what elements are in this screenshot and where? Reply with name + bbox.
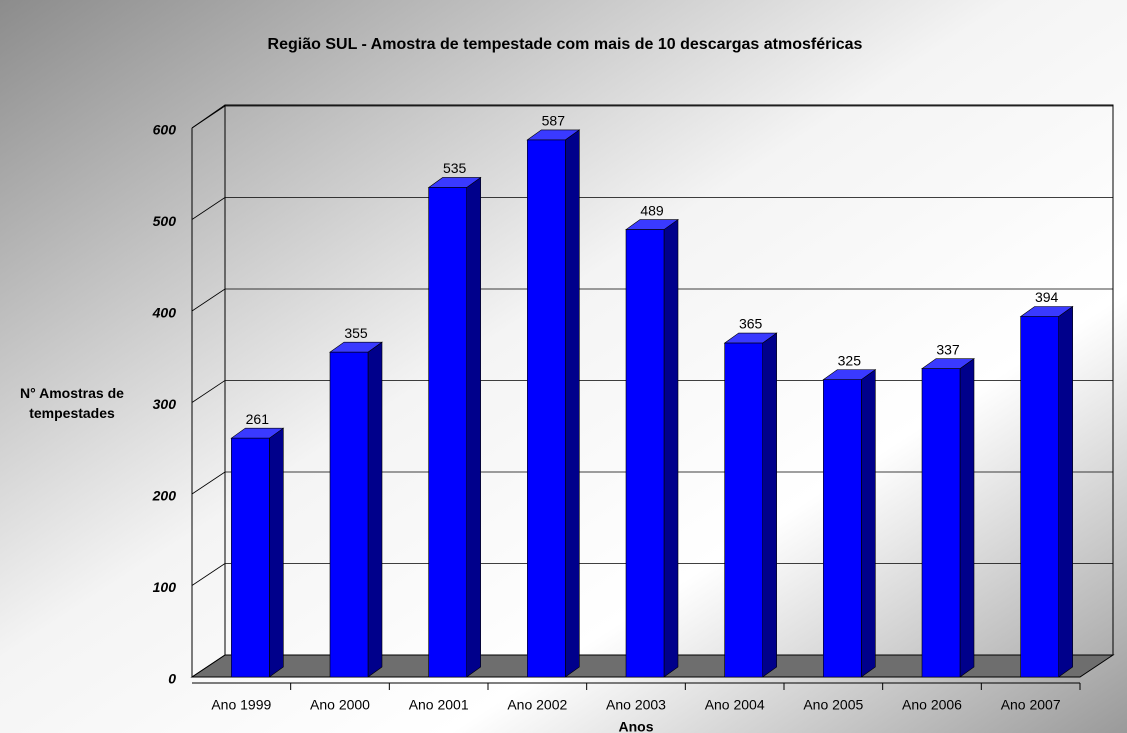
bar-front — [1020, 316, 1059, 678]
bar-side — [269, 427, 284, 678]
y-tick-label: 300 — [153, 396, 177, 412]
bar-front — [823, 379, 862, 678]
x-tick-label: Ano 2001 — [409, 697, 469, 713]
value-label: 365 — [739, 316, 763, 332]
y-tick-label: 600 — [153, 122, 177, 138]
bar-side — [565, 129, 580, 678]
grid-line — [191, 288, 226, 312]
bar-front — [724, 342, 763, 678]
bar — [1019, 305, 1074, 678]
bar-side — [367, 341, 383, 678]
y-tick-label: 0 — [168, 671, 176, 687]
grid-line — [191, 654, 226, 678]
x-tick-label: Ano 2007 — [1001, 697, 1061, 713]
bar-side — [663, 218, 679, 678]
value-label: 337 — [936, 341, 960, 357]
grid-line — [191, 563, 226, 586]
x-axis-title: Anos — [619, 719, 654, 733]
bar-side — [959, 358, 975, 678]
bar-front — [625, 229, 665, 678]
value-label: 394 — [1035, 289, 1059, 305]
x-tick-label: Ano 2000 — [310, 697, 370, 713]
bar — [329, 341, 383, 678]
bar-front — [527, 139, 566, 678]
bar-side — [762, 332, 777, 678]
bar — [526, 129, 581, 678]
x-tick-label: Ano 2003 — [606, 697, 666, 713]
grid-line — [191, 380, 226, 403]
x-tick-label: Ano 2005 — [803, 697, 863, 713]
x-tick-label: Ano 2002 — [507, 697, 567, 713]
bar-side — [861, 369, 876, 678]
value-label: 261 — [246, 411, 270, 427]
x-tick-label: Ano 1999 — [211, 697, 271, 713]
bar — [427, 176, 482, 678]
y-axis-title: N° Amostras de tempestades — [20, 385, 124, 421]
bar — [822, 369, 877, 678]
bar — [230, 427, 285, 678]
bar-front — [428, 187, 467, 678]
bar — [921, 358, 975, 678]
grid-line — [191, 197, 226, 220]
bar — [625, 218, 679, 678]
value-label: 355 — [344, 325, 368, 341]
chart-title: Região SUL - Amostra de tempestade com m… — [268, 36, 863, 53]
value-label: 535 — [443, 160, 467, 176]
bar-front — [921, 368, 961, 678]
bar-side — [466, 176, 481, 678]
y-tick-label: 200 — [152, 488, 177, 504]
x-tick-label: Ano 2004 — [705, 697, 765, 713]
grid-line — [191, 105, 226, 129]
bar — [723, 332, 778, 678]
y-tick-label: 400 — [152, 305, 177, 321]
value-label: 587 — [542, 113, 566, 129]
value-label: 489 — [640, 202, 664, 218]
x-tick-label: Ano 2006 — [902, 697, 962, 713]
grid-line — [191, 471, 226, 495]
value-label: 325 — [838, 352, 862, 368]
y-tick-label: 500 — [153, 213, 177, 229]
bar-front — [231, 437, 270, 678]
y-tick-label: 100 — [153, 579, 177, 595]
bar-front — [329, 351, 369, 678]
bar-side — [1058, 305, 1073, 678]
